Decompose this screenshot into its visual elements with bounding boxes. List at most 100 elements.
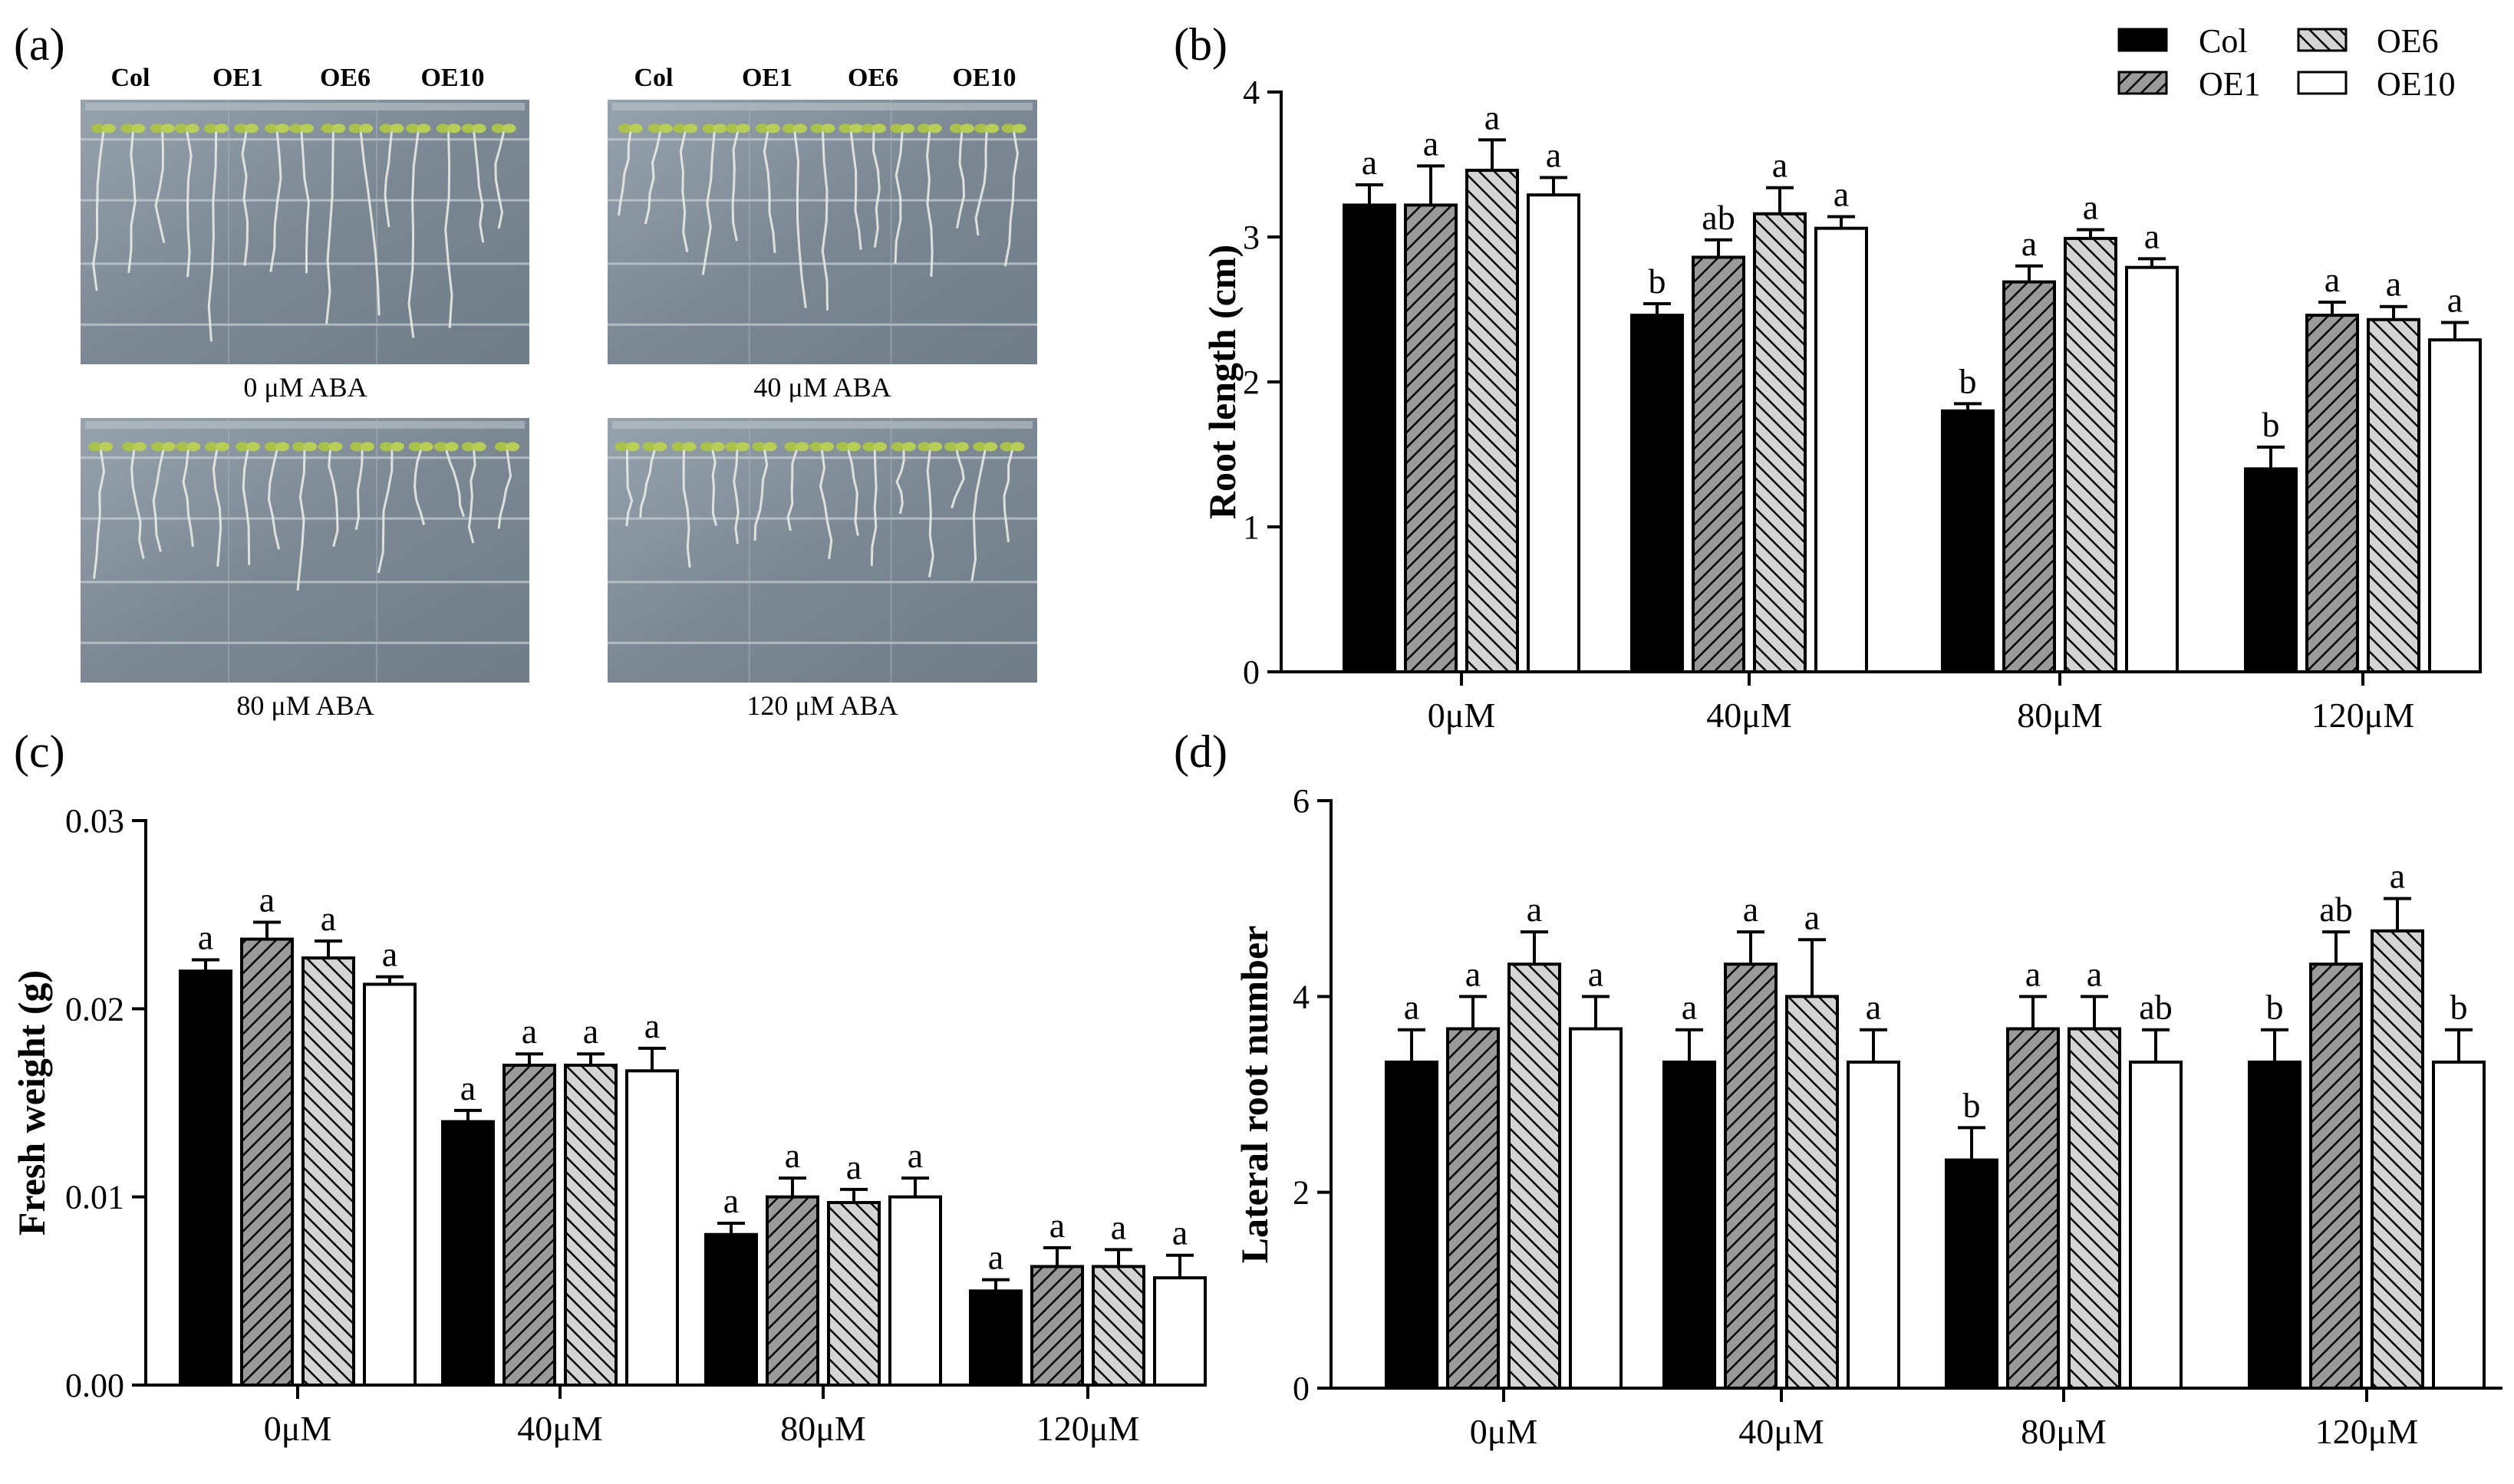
significance-label-oe6: a [1111,1207,1126,1246]
seedling-leaf [359,123,374,133]
seedling-leaf [151,442,166,452]
bar-oe1 [1724,962,1778,1390]
seedling-leaf [763,442,777,452]
significance-label-col: b [2266,988,2284,1027]
seedling-leaf [321,123,335,133]
significance-label-oe6: a [846,1147,862,1186]
seedling-leaf [861,123,875,133]
seedling-leaf [1001,123,1016,133]
bar-oe10 [888,1195,942,1387]
seedling-leaf [120,123,135,133]
seedling-root [786,449,798,531]
legend: Col OE6 OE1 OE10 [2117,22,2456,103]
seedling-leaf [1012,123,1026,133]
y-tick-label: 0.01 [65,1179,124,1216]
bar-oe10 [1153,1276,1207,1387]
seedling-root [182,449,194,547]
seedling-leaf [618,123,632,133]
seedling-root [267,449,281,550]
seedling-root [359,131,381,316]
seedling-root [682,449,691,568]
significance-label-oe6: a [2386,265,2401,304]
y-tick-label: 3 [1243,219,1260,256]
seedling-leaf [954,442,969,452]
seedling-leaf [288,123,303,133]
seedling-root [212,449,222,567]
seedling-leaf [494,442,509,452]
seedling-leaf [820,442,835,452]
bar-oe6 [301,956,355,1387]
seedling-leaf [185,123,199,133]
seedling-leaf [735,442,750,452]
y-tick-label: 2 [1293,1174,1310,1212]
significance-label-oe1: a [522,1012,537,1051]
seedling-root [467,449,476,544]
bar-col [441,1120,495,1387]
seedling-leaf [204,442,219,452]
x-tick-label: 120μM [2315,1412,2419,1451]
seedling-root [974,131,988,236]
seedling-leaf [891,442,905,452]
x-tick-label: 40μM [517,1409,603,1448]
significance-label-col: a [460,1068,476,1107]
seedling-leaf [444,442,459,452]
seedling-root [325,131,334,324]
seedling-leaf [755,123,769,133]
lane-label-oe10: OE10 [420,64,484,92]
seedling-leaf [446,123,461,133]
seedling-root [618,131,632,216]
seedling-root [152,449,165,552]
x-tick-label: 40μM [1706,696,1792,735]
lane-label-col: Col [111,64,150,92]
significance-label-oe1: a [2025,954,2041,993]
seedling-root [849,131,862,250]
seedling-leaf [710,442,725,452]
y-axis-title: Lateral root number [1233,926,1276,1264]
seedling-root [951,449,965,508]
bar-oe6 [1092,1265,1145,1387]
x-tick-label: 0μM [264,1409,332,1448]
panel-label-d: (d) [1174,726,1227,777]
seedling-leaf [795,442,809,452]
seedling-leaf [984,442,998,452]
significance-label-col: a [1362,143,1377,182]
seedling-leaf [700,442,714,452]
seedling-leaf [265,123,279,133]
significance-label-col: b [1959,361,1977,400]
chart-lateral-root-number: 0 2 4 6 Lateral root number 0μM a a a a 40μM a a a a 80… [1233,782,2502,1451]
lane-label-oe10-2: OE10 [952,64,1016,92]
seedling-leaf [265,442,279,452]
seedling-leaf [784,442,799,452]
seedling-leaf [350,442,364,452]
significance-label-oe1: a [1423,123,1438,163]
seedling-leaf [810,123,825,133]
seedling-leaf [766,123,780,133]
seedling-root [384,131,394,228]
seedling-leaf [101,123,116,133]
significance-label-col: b [1649,262,1666,301]
significance-label-oe10: a [644,1006,660,1045]
bar-oe6 [564,1063,618,1387]
seedling-leaf [890,123,904,133]
seedling-leaf [328,442,343,452]
seedling-leaf [647,123,662,133]
seedling-root [731,131,740,242]
seedling-root [242,449,251,565]
significance-label-oe10: b [2450,988,2468,1027]
bar-oe1 [2002,280,2056,673]
x-tick-label: 80μM [2021,1412,2107,1451]
seedling-leaf [461,123,476,133]
bar-oe6 [2064,236,2117,673]
significance-label-oe10: a [382,935,397,974]
seedling-root [847,449,859,536]
seedling-leaf [299,123,314,133]
seedling-leaf [417,123,431,133]
seedling-leaf [390,123,404,133]
seedling-leaf [436,123,450,133]
condition-label-80uM: 80 μM ABA [236,690,374,721]
significance-label-col: a [198,918,213,957]
y-tick-label: 0 [1243,653,1260,691]
seedling-root [377,449,394,574]
seedling-leaf [121,442,136,452]
